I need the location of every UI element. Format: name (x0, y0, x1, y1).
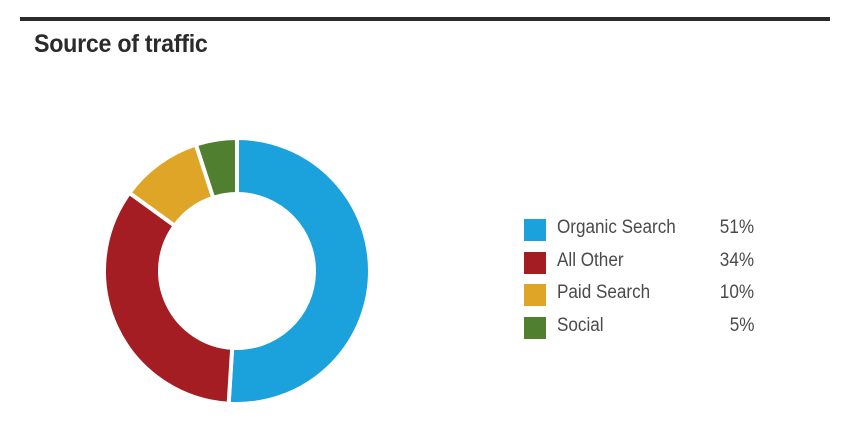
donut-slice-organic-search (226, 135, 372, 406)
legend-label: Organic Search (557, 217, 676, 238)
legend-item-social: Social 5% (524, 314, 754, 347)
legend-value: 10% (719, 282, 754, 303)
top-rule (20, 17, 830, 21)
legend-item-paid-search: Paid Search 10% (524, 281, 754, 314)
legend-swatch (524, 284, 546, 306)
legend-swatch (524, 316, 546, 339)
legend-item-organic-search: Organic Search 51% (524, 216, 754, 249)
legend-value: 34% (719, 249, 754, 271)
legend-swatch (524, 251, 546, 274)
donut-slice-all-other (102, 190, 235, 406)
legend-value: 5% (729, 314, 754, 336)
legend-label: Social (557, 314, 604, 336)
legend-value: 51% (719, 217, 754, 238)
legend-swatch (524, 219, 546, 241)
legend-label: All Other (557, 249, 624, 271)
legend-label: Paid Search (557, 282, 651, 303)
chart-title: Source of traffic (34, 30, 208, 58)
legend-item-all-other: All Other 34% (524, 249, 754, 282)
donut-slice-social (193, 135, 239, 201)
legend: Organic Search 51% All Other 34% Paid Search… (524, 216, 754, 346)
